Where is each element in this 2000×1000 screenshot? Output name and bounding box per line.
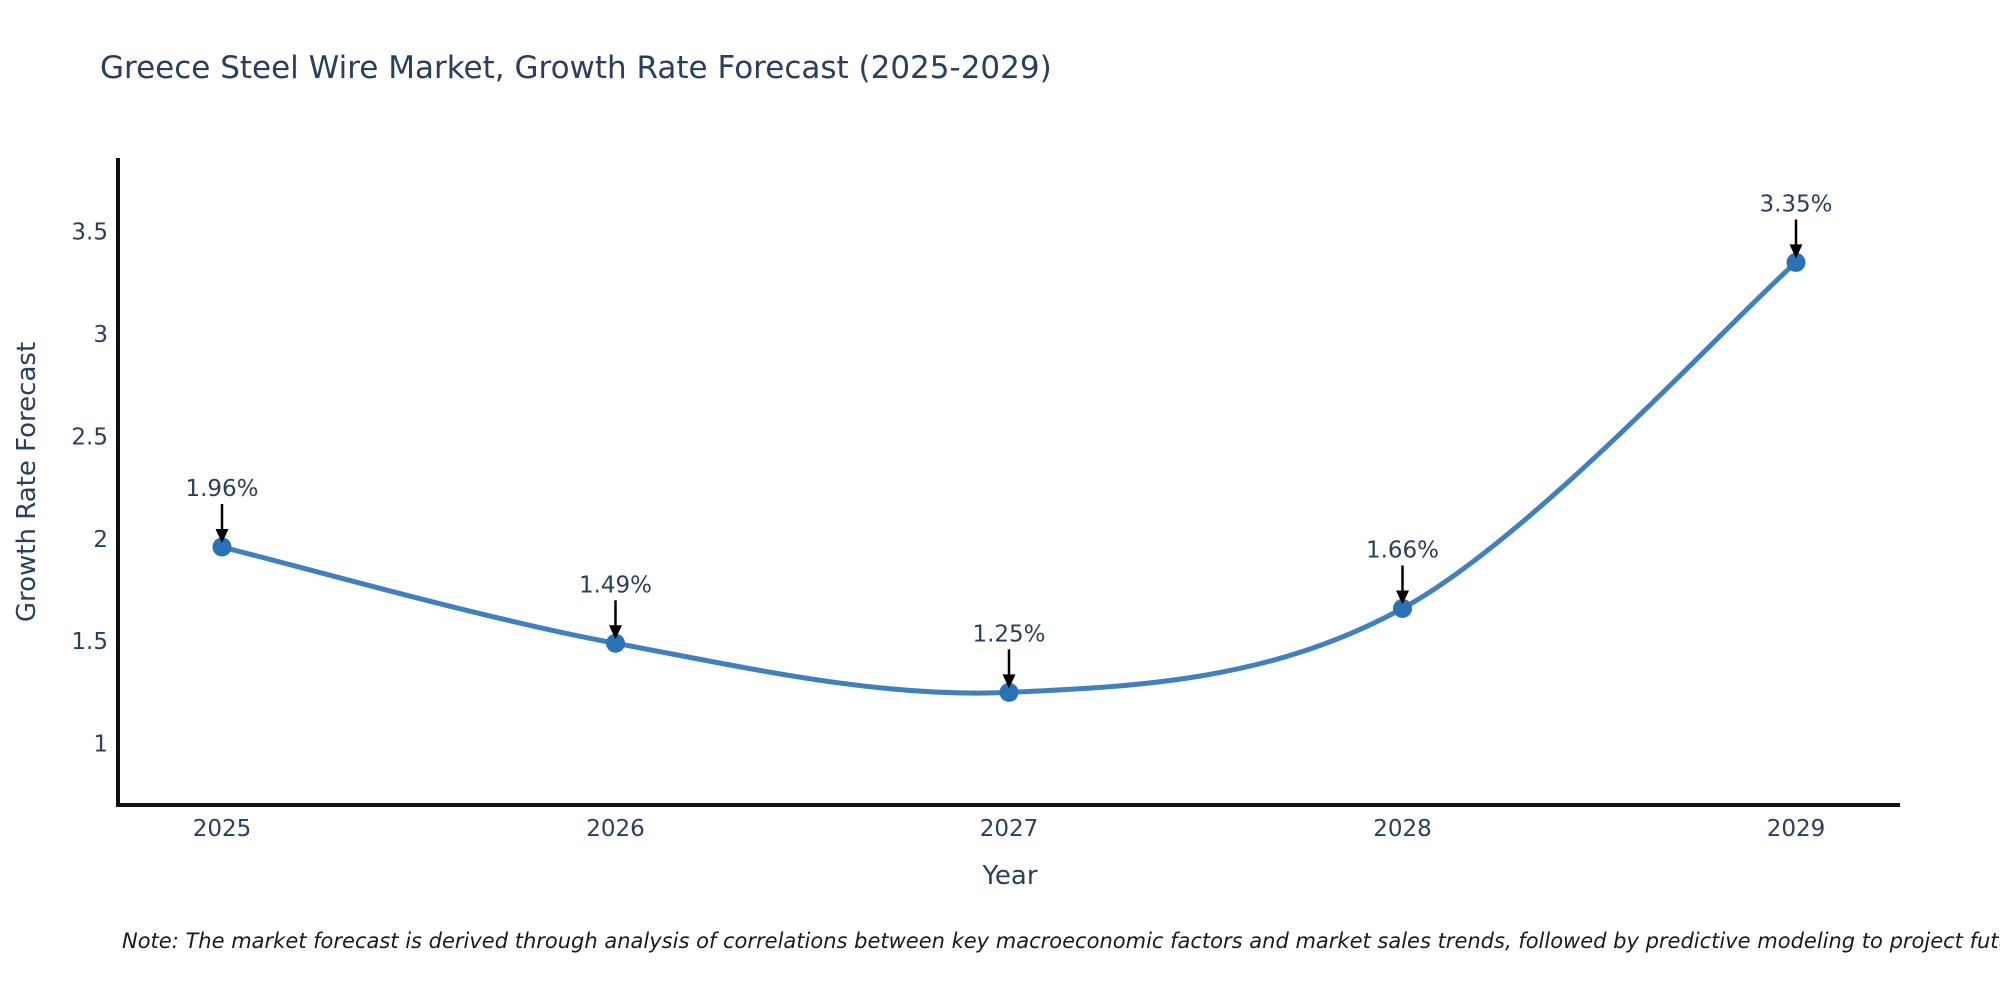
- y-tick-label: 1.5: [71, 629, 108, 655]
- annotation-arrowhead: [1396, 590, 1409, 605]
- data-point[interactable]: [212, 537, 232, 557]
- data-point[interactable]: [606, 633, 625, 653]
- x-tick-label: 2028: [1373, 816, 1432, 842]
- data-point[interactable]: [1393, 598, 1412, 618]
- axis-lines: [116, 158, 1900, 807]
- data-point[interactable]: [1786, 252, 1806, 272]
- x-tick-label: 2026: [586, 816, 645, 842]
- annotation-arrowhead: [1789, 244, 1803, 259]
- annotation-arrowhead: [609, 625, 622, 640]
- point-value-label: 1.66%: [1366, 537, 1439, 563]
- data-point[interactable]: [999, 682, 1019, 702]
- line-series: [219, 259, 1799, 696]
- annotation-arrowhead: [1002, 674, 1016, 689]
- annotation-arrowhead: [215, 529, 229, 544]
- x-axis-title: Year: [982, 861, 1038, 891]
- footnote: Note: The market forecast is derived thr…: [122, 929, 2000, 953]
- y-tick-label: 1: [93, 732, 108, 758]
- chart-title: Greece Steel Wire Market, Growth Rate Fo…: [100, 50, 1052, 86]
- y-tick-label: 3.5: [71, 220, 108, 246]
- point-value-label: 3.35%: [1759, 191, 1832, 217]
- y-tick-label: 3: [93, 322, 108, 348]
- point-value-label: 1.25%: [972, 621, 1045, 647]
- y-tick-label: 2.5: [71, 424, 108, 450]
- point-value-label: 1.96%: [185, 476, 258, 502]
- y-tick-label: 2: [93, 527, 108, 553]
- x-tick-label: 2025: [193, 816, 252, 842]
- x-tick-label: 2029: [1767, 816, 1826, 842]
- x-tick-label: 2027: [980, 816, 1039, 842]
- point-value-label: 1.49%: [579, 572, 652, 598]
